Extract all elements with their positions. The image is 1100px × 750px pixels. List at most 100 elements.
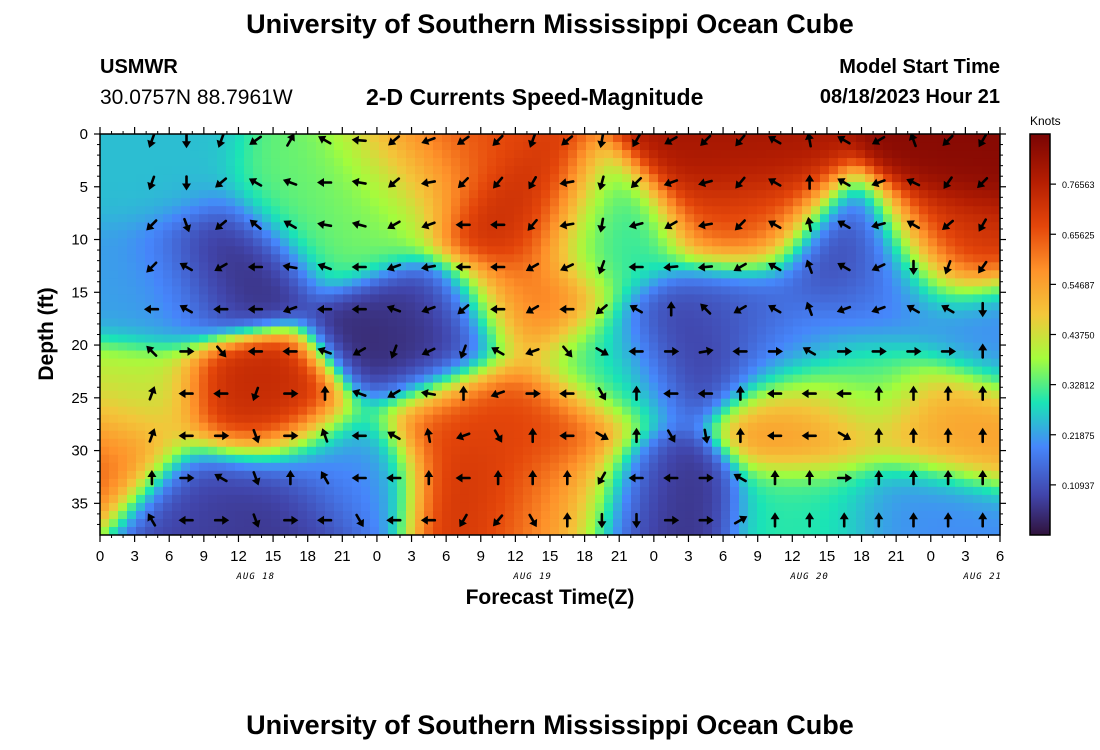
heat-cell: [595, 398, 605, 408]
heat-cell: [253, 206, 263, 215]
heat-cell: [325, 414, 335, 424]
heat-cell: [118, 406, 128, 416]
heat-cell: [127, 254, 137, 263]
heat-cell: [478, 230, 488, 239]
heat-cell: [748, 350, 758, 360]
heat-cell: [505, 246, 515, 255]
heat-cell: [811, 166, 821, 175]
heat-cell: [568, 438, 578, 448]
heat-cell: [982, 166, 992, 175]
heat-cell: [577, 182, 587, 191]
heat-cell: [298, 166, 308, 175]
heat-cell: [856, 190, 866, 199]
heat-cell: [325, 326, 335, 336]
heat-cell: [208, 174, 218, 183]
heat-cell: [802, 462, 812, 472]
heat-cell: [541, 478, 551, 488]
heat-cell: [451, 222, 461, 231]
heat-cell: [307, 158, 317, 167]
heat-cell: [190, 398, 200, 408]
heat-cell: [712, 238, 722, 247]
heat-cell: [586, 510, 596, 520]
heat-cell: [532, 158, 542, 167]
heat-cell: [811, 262, 821, 271]
heat-cell: [955, 238, 965, 247]
heat-cell: [973, 334, 983, 344]
heat-cell: [244, 414, 254, 424]
heat-cell: [370, 278, 380, 287]
heat-cell: [442, 222, 452, 231]
heat-cell: [910, 206, 920, 215]
heat-cell: [172, 438, 182, 448]
heat-cell: [478, 214, 488, 223]
heat-cell: [946, 342, 956, 352]
heat-cell: [757, 310, 767, 320]
heat-cell: [262, 526, 272, 535]
heat-cell: [316, 334, 326, 344]
heat-cell: [334, 294, 344, 304]
heat-cell: [955, 302, 965, 312]
heat-cell: [919, 190, 929, 199]
heat-cell: [811, 462, 821, 472]
heat-cell: [838, 310, 848, 320]
heat-cell: [730, 406, 740, 416]
heat-cell: [415, 198, 425, 207]
heat-cell: [739, 310, 749, 320]
heat-cell: [901, 366, 911, 376]
heat-cell: [856, 326, 866, 336]
heat-cell: [973, 414, 983, 424]
heat-cell: [100, 486, 110, 496]
heat-cell: [478, 462, 488, 472]
heat-cell: [577, 174, 587, 183]
heat-cell: [865, 238, 875, 247]
heat-cell: [550, 294, 560, 304]
heat-cell: [865, 214, 875, 223]
heat-cell: [541, 302, 551, 312]
heat-cell: [334, 470, 344, 480]
heat-cell: [190, 222, 200, 231]
heat-cell: [964, 174, 974, 183]
heat-cell: [298, 310, 308, 320]
heat-cell: [532, 174, 542, 183]
heat-cell: [280, 230, 290, 239]
heat-cell: [586, 174, 596, 183]
heat-cell: [109, 422, 119, 432]
heat-cell: [424, 414, 434, 424]
heat-cell: [802, 206, 812, 215]
heat-cell: [982, 382, 992, 392]
heat-cell: [793, 478, 803, 488]
heat-cell: [631, 526, 641, 535]
heat-cell: [577, 246, 587, 255]
heat-cell: [343, 214, 353, 223]
heat-cell: [532, 334, 542, 344]
heat-cell: [199, 230, 209, 239]
heat-cell: [253, 374, 263, 384]
chart-title: University of Southern Mississippi Ocean…: [246, 9, 854, 39]
heat-cell: [271, 190, 281, 199]
heat-cell: [226, 302, 236, 312]
heat-cell: [361, 230, 371, 239]
heat-cell: [109, 478, 119, 488]
heat-cell: [325, 526, 335, 535]
heat-cell: [487, 438, 497, 448]
heat-cell: [217, 358, 227, 368]
heat-cell: [865, 438, 875, 448]
heat-cell: [100, 318, 110, 328]
heat-cell: [820, 494, 830, 504]
heat-cell: [154, 494, 164, 504]
heat-cell: [334, 326, 344, 336]
heat-cell: [361, 254, 371, 263]
heat-cell: [568, 230, 578, 239]
heat-cell: [901, 390, 911, 400]
heat-cell: [559, 326, 569, 336]
heat-cell: [847, 142, 857, 151]
heat-cell: [253, 278, 263, 287]
heat-cell: [658, 270, 668, 279]
heat-cell: [685, 526, 695, 535]
heat-cell: [757, 302, 767, 312]
heat-cell: [604, 278, 614, 287]
heat-cell: [595, 270, 605, 279]
heat-cell: [757, 414, 767, 424]
heat-cell: [568, 262, 578, 271]
heat-cell: [343, 158, 353, 167]
